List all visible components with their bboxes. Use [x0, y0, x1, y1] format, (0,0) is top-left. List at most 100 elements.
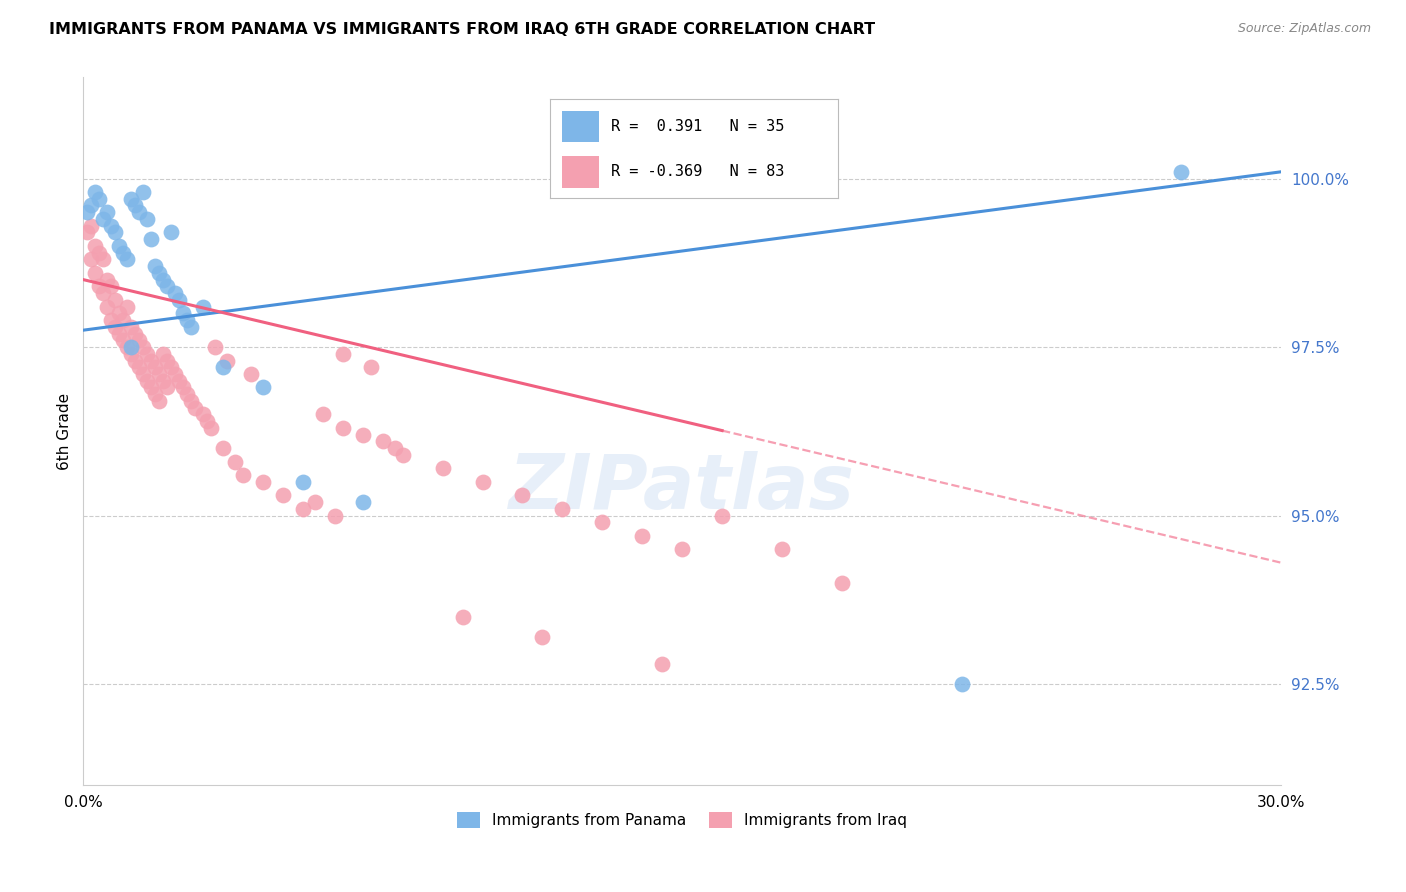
Y-axis label: 6th Grade: 6th Grade [58, 392, 72, 470]
Point [96, 272, 118, 286]
Point [304, 495, 326, 509]
Point [91, 252, 114, 267]
Point [252, 380, 274, 394]
Point [200, 421, 222, 435]
Point [291, 475, 314, 489]
Point [152, 374, 174, 388]
Point [531, 630, 554, 644]
Point [195, 414, 218, 428]
Point [84, 185, 107, 199]
Point [124, 198, 146, 212]
Point [1170, 165, 1192, 179]
Point [352, 495, 374, 509]
Point [156, 353, 179, 368]
Point [84, 266, 107, 280]
Point [96, 205, 118, 219]
Point [176, 387, 198, 401]
Text: ZIPatlas: ZIPatlas [509, 450, 855, 524]
Point [80, 252, 103, 267]
Point [76, 205, 98, 219]
Point [631, 529, 654, 543]
Point [471, 475, 494, 489]
Point [831, 575, 853, 590]
Point [148, 367, 170, 381]
Point [212, 441, 235, 455]
Point [136, 211, 159, 226]
Point [141, 380, 163, 394]
Point [180, 319, 202, 334]
Point [104, 226, 127, 240]
Point [191, 408, 214, 422]
Point [332, 421, 354, 435]
Point [84, 239, 107, 253]
Point [80, 198, 103, 212]
Point [141, 232, 163, 246]
Point [551, 501, 574, 516]
Point [143, 387, 166, 401]
Point [132, 185, 155, 199]
Point [180, 393, 202, 408]
Point [360, 360, 382, 375]
Point [136, 347, 159, 361]
Point [312, 408, 335, 422]
Point [232, 468, 254, 483]
Point [112, 245, 135, 260]
Point [124, 353, 146, 368]
Point [591, 515, 613, 529]
Legend: Immigrants from Panama, Immigrants from Iraq: Immigrants from Panama, Immigrants from … [451, 805, 914, 834]
Point [89, 192, 111, 206]
Point [120, 347, 142, 361]
Point [132, 367, 155, 381]
Point [141, 353, 163, 368]
Point [104, 319, 127, 334]
Point [148, 266, 170, 280]
Point [240, 367, 263, 381]
Point [212, 360, 235, 375]
Point [191, 300, 214, 314]
Point [671, 542, 693, 557]
Point [128, 205, 150, 219]
Point [711, 508, 734, 523]
Point [136, 374, 159, 388]
Point [115, 252, 138, 267]
Point [120, 319, 142, 334]
Point [156, 279, 179, 293]
Point [160, 226, 183, 240]
Point [132, 340, 155, 354]
Point [148, 393, 170, 408]
Text: Source: ZipAtlas.com: Source: ZipAtlas.com [1237, 22, 1371, 36]
Point [323, 508, 346, 523]
Point [115, 300, 138, 314]
Point [224, 454, 246, 468]
Point [332, 347, 354, 361]
Point [167, 374, 190, 388]
Point [91, 211, 114, 226]
Point [291, 501, 314, 516]
Point [128, 360, 150, 375]
Point [172, 380, 194, 394]
Point [651, 657, 673, 671]
Point [104, 293, 127, 307]
Point [120, 192, 142, 206]
Point [165, 286, 187, 301]
Point [152, 272, 174, 286]
Point [89, 279, 111, 293]
Point [89, 245, 111, 260]
Point [512, 488, 534, 502]
Point [165, 367, 187, 381]
Point [352, 427, 374, 442]
Point [108, 326, 131, 341]
Point [172, 306, 194, 320]
Point [204, 340, 226, 354]
Point [215, 353, 238, 368]
Point [371, 434, 394, 449]
Point [271, 488, 294, 502]
Text: IMMIGRANTS FROM PANAMA VS IMMIGRANTS FROM IRAQ 6TH GRADE CORRELATION CHART: IMMIGRANTS FROM PANAMA VS IMMIGRANTS FRO… [49, 22, 876, 37]
Point [108, 306, 131, 320]
Point [152, 347, 174, 361]
Point [128, 333, 150, 347]
Point [391, 448, 413, 462]
Point [252, 475, 274, 489]
Point [91, 286, 114, 301]
Point [124, 326, 146, 341]
